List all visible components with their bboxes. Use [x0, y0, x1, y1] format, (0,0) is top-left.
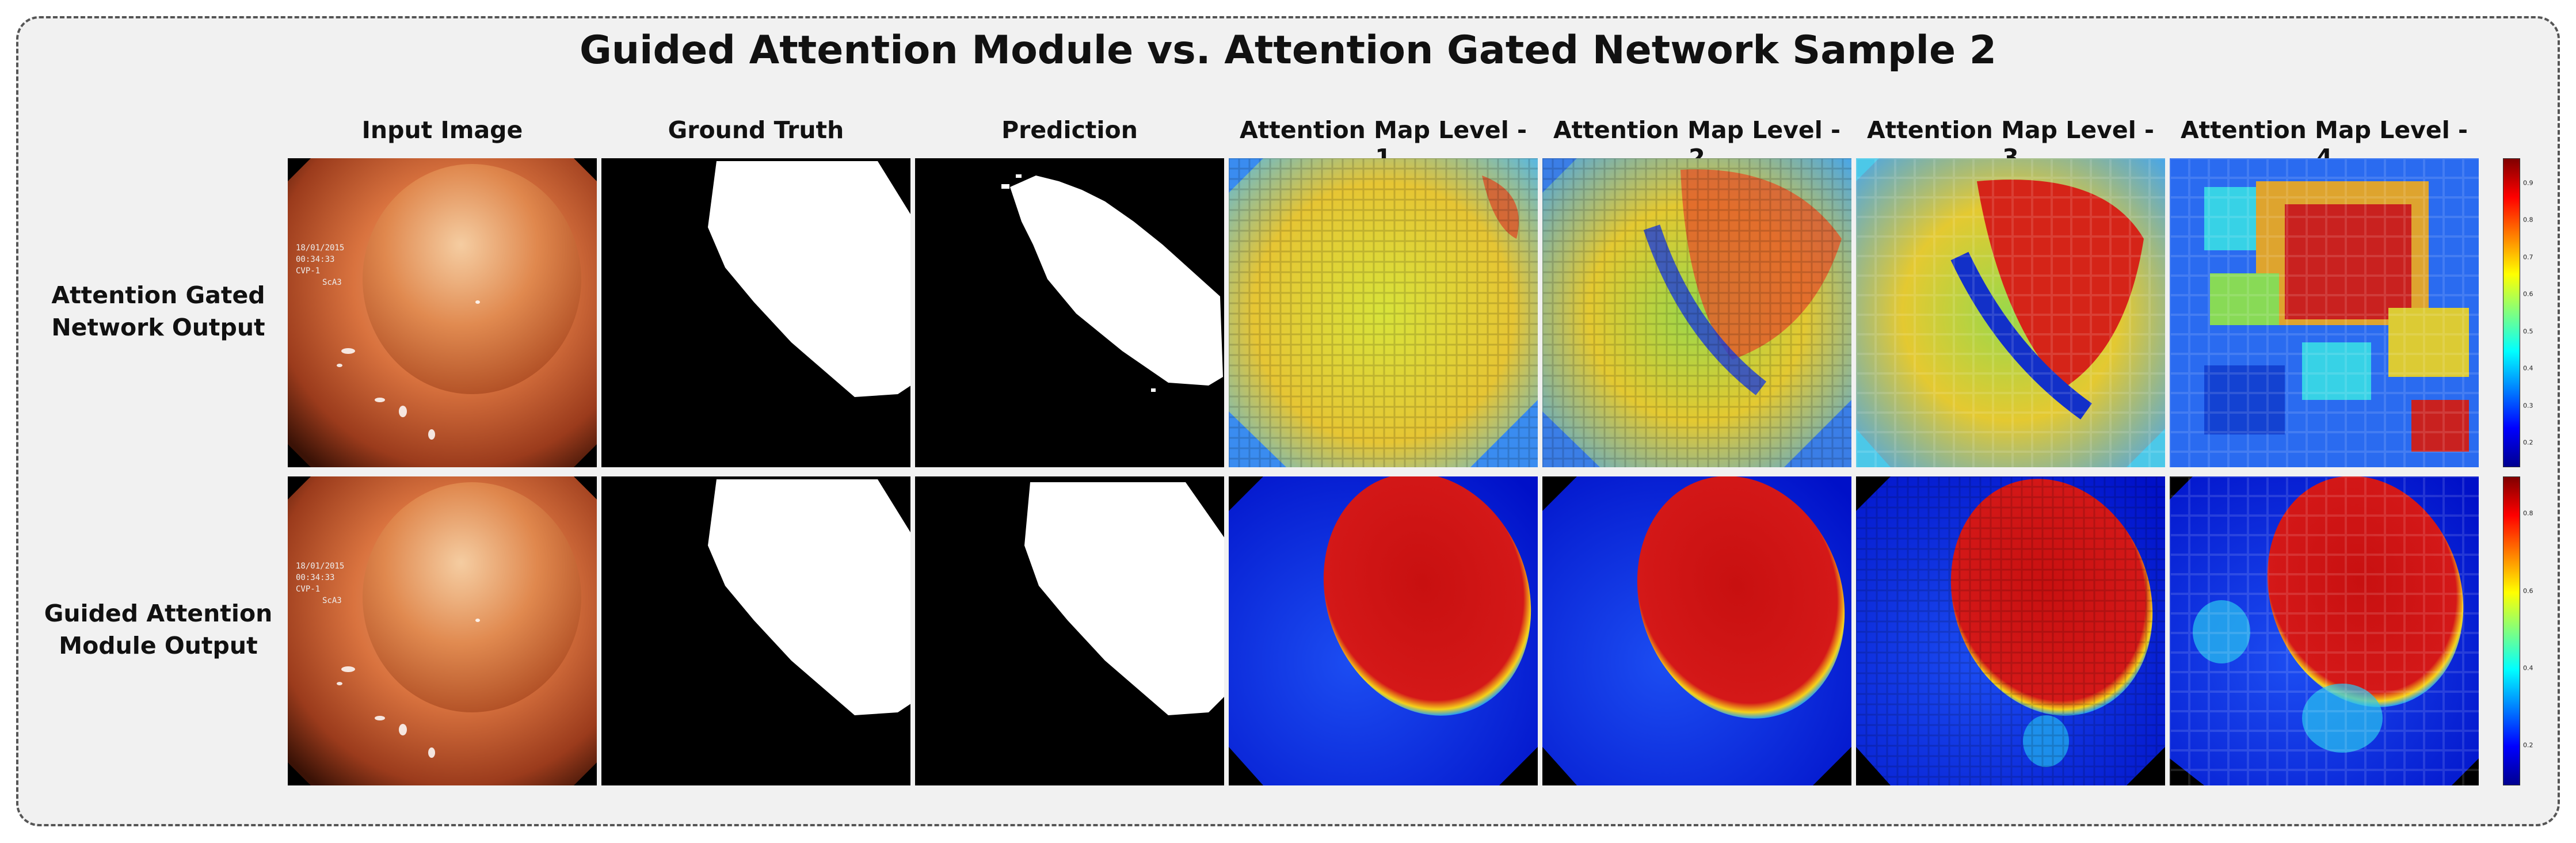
overlay-text: ScA3 — [322, 596, 342, 605]
colorbar-tick: 0.8 — [2523, 216, 2533, 224]
attention-map-level-1-row1 — [1229, 158, 1538, 467]
colorbar-ticks-row1: 0.9 0.8 0.7 0.6 0.5 0.4 0.3 0.2 — [2523, 158, 2546, 467]
attention-map-level-3-row1 — [1856, 158, 2165, 467]
colorbar-tick: 0.4 — [2523, 364, 2533, 372]
colorbar-ticks-row2: 0.8 0.6 0.4 0.2 — [2523, 476, 2546, 785]
overlay-text: 00:34:33 — [296, 573, 334, 582]
colorbar-tick: 0.8 — [2523, 509, 2533, 517]
colorbar-tick: 0.3 — [2523, 402, 2533, 410]
attention-map-level-2-row2 — [1542, 476, 1851, 785]
column-header-attention-4: Attention Map Level - 4 — [2180, 116, 2468, 171]
input-image-row2: 18/01/2015 00:34:33 CVP-1 ScA3 — [288, 476, 597, 785]
colorbar-tick: 0.4 — [2523, 664, 2533, 672]
colorbar-tick: 0.5 — [2523, 327, 2533, 335]
colorbar-row1 — [2503, 158, 2520, 467]
attention-map-level-4-row2 — [2170, 476, 2479, 785]
colorbar-row2 — [2503, 476, 2520, 785]
column-header-attention-1: Attention Map Level - 1 — [1239, 116, 1527, 171]
colorbar-tick: 0.6 — [2523, 290, 2533, 298]
column-header-attention-2: Attention Map Level - 2 — [1553, 116, 1841, 171]
attention-map-level-1-row2 — [1229, 476, 1538, 785]
colorbar-tick: 0.6 — [2523, 587, 2533, 595]
colorbar-tick: 0.2 — [2523, 741, 2533, 749]
row-label-line: Module Output — [59, 632, 258, 659]
figure-title: Guided Attention Module vs. Attention Ga… — [579, 28, 1997, 73]
row-label-line: Guided Attention — [44, 600, 273, 627]
row-label-line: Attention Gated — [51, 281, 265, 309]
column-header-prediction: Prediction — [1001, 116, 1138, 144]
row-label-attention-gated: Attention Gated Network Output — [35, 279, 282, 344]
overlay-text: 18/01/2015 — [296, 243, 344, 253]
input-image-row1: 18/01/2015 00:34:33 CVP-1 ScA3 — [288, 158, 597, 467]
prediction-row2 — [915, 476, 1224, 785]
overlay-text: CVP-1 — [296, 266, 320, 276]
attention-map-level-3-row2 — [1856, 476, 2165, 785]
colorbar-tick: 0.7 — [2523, 253, 2533, 261]
overlay-text: 00:34:33 — [296, 255, 334, 264]
prediction-row1 — [915, 158, 1224, 467]
overlay-text: ScA3 — [322, 278, 342, 287]
column-header-input: Input Image — [361, 116, 523, 144]
overlay-text: CVP-1 — [296, 585, 320, 594]
colorbar-tick: 0.9 — [2523, 179, 2533, 187]
row-label-guided-attention: Guided Attention Module Output — [35, 597, 282, 662]
attention-map-level-2-row1 — [1542, 158, 1851, 467]
ground-truth-row2 — [601, 476, 910, 785]
column-header-ground-truth: Ground Truth — [668, 116, 844, 144]
ground-truth-row1 — [601, 158, 910, 467]
column-header-attention-3: Attention Map Level - 3 — [1866, 116, 2155, 171]
row-label-line: Network Output — [51, 314, 265, 341]
overlay-text: 18/01/2015 — [296, 562, 344, 571]
colorbar-tick: 0.2 — [2523, 438, 2533, 447]
attention-map-level-4-row1 — [2170, 158, 2479, 467]
